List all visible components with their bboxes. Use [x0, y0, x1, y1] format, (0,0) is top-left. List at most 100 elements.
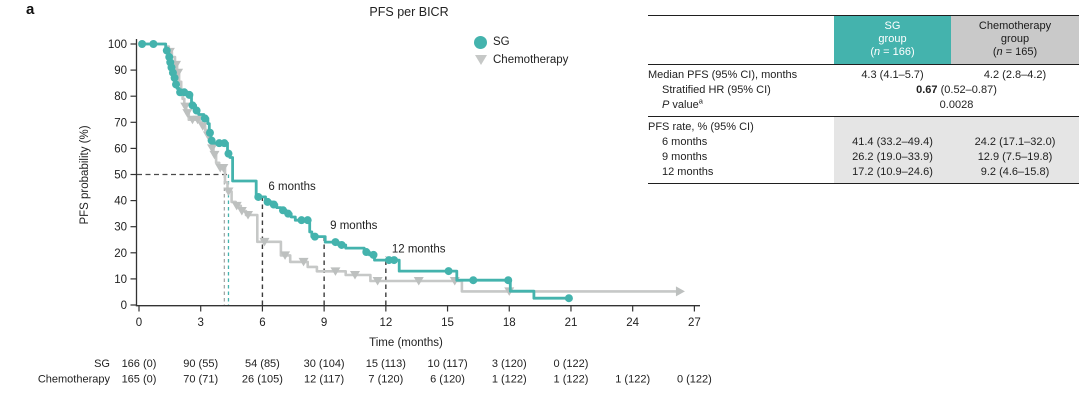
svg-text:70: 70 — [114, 117, 127, 129]
rate-9mo-chemo-value: 12.9 (7.5–19.8) — [977, 151, 1053, 163]
svg-text:54 (85): 54 (85) — [245, 358, 280, 370]
panel-label: a — [26, 1, 35, 18]
header-empty-cell — [648, 16, 834, 64]
svg-text:PFS probability (%): PFS probability (%) — [79, 125, 91, 224]
svg-text:90 (55): 90 (55) — [183, 358, 218, 370]
svg-text:0: 0 — [121, 300, 127, 312]
reference-lines — [137, 173, 230, 305]
svg-text:21: 21 — [565, 317, 578, 329]
svg-text:6 months: 6 months — [268, 181, 316, 193]
svg-text:Chemotherapy: Chemotherapy — [38, 374, 111, 386]
svg-text:12 (117): 12 (117) — [304, 374, 344, 386]
legend: SG Chemotherapy — [473, 33, 568, 69]
sg-circle-marker-icon — [473, 35, 488, 50]
axes: 0 3 6 9 12 15 18 21 24 27 0 10 20 30 40 50 60 70 80 90 100 — [108, 39, 701, 329]
svg-text:9: 9 — [321, 317, 327, 329]
pfs-rate-label: PFS rate, % (95% CI) — [648, 121, 754, 133]
svg-text:165 (0): 165 (0) — [122, 374, 157, 386]
sg-header-n: (n = 166) — [870, 46, 915, 58]
sg-header-line2: group — [878, 33, 907, 45]
svg-text:100: 100 — [108, 39, 127, 51]
sg-censor-marks — [138, 40, 573, 303]
svg-text:SG: SG — [94, 358, 110, 370]
sg-column-header: SG group (n = 166) — [834, 16, 951, 64]
median-section: Median PFS (95% CI), months 4.3 (4.1–5.7… — [648, 65, 1079, 116]
table-top-rule — [648, 15, 1079, 16]
results-table: SG group (n = 166) Chemotherapy group (n… — [648, 15, 1079, 184]
milestone-annotations: 6 months 9 months 12 months — [261, 181, 446, 305]
y-axis-label: PFS probability (%) — [79, 125, 91, 224]
p-value: 0.0028 — [939, 99, 974, 111]
sg-header-line1: SG — [884, 20, 901, 32]
svg-text:1 (122): 1 (122) — [492, 374, 527, 386]
svg-text:15 (113): 15 (113) — [366, 358, 406, 370]
median-pfs-chemo-value: 4.2 (2.8–4.2) — [983, 69, 1047, 81]
svg-text:24: 24 — [626, 317, 639, 329]
pfs-rate-shaded-spacer — [834, 120, 1079, 135]
svg-text:40: 40 — [114, 196, 127, 208]
table-header-row: SG group (n = 166) Chemotherapy group (n… — [648, 16, 1079, 64]
svg-text:30: 30 — [114, 222, 127, 234]
svg-text:0: 0 — [136, 317, 142, 329]
svg-text:Time (months): Time (months) — [369, 337, 443, 349]
svg-text:0 (122): 0 (122) — [677, 374, 712, 386]
rate-6mo-sg-value: 41.4 (33.2–49.4) — [852, 136, 933, 148]
median-pfs-sg-value: 4.3 (4.1–5.7) — [861, 69, 924, 81]
svg-text:20: 20 — [114, 248, 127, 260]
legend-label-sg: SG — [493, 36, 510, 48]
svg-text:6 (120): 6 (120) — [430, 374, 465, 386]
rate-9mo-sg-value: 26.2 (19.0–33.9) — [852, 151, 933, 163]
chemo-header-line1: Chemotherapy — [978, 20, 1052, 32]
svg-text:27: 27 — [688, 317, 701, 329]
svg-text:6: 6 — [259, 317, 265, 329]
svg-text:90: 90 — [114, 65, 127, 77]
svg-text:3 (120): 3 (120) — [492, 358, 527, 370]
svg-text:70 (71): 70 (71) — [183, 374, 218, 386]
svg-text:166 (0): 166 (0) — [122, 358, 157, 370]
svg-text:15: 15 — [441, 317, 454, 329]
svg-text:26 (105): 26 (105) — [242, 374, 283, 386]
svg-text:9 months: 9 months — [330, 220, 378, 232]
chart-title: PFS per BICR — [369, 5, 449, 19]
chemotherapy-end-arrow-icon — [675, 286, 685, 297]
legend-item-chemotherapy: Chemotherapy — [473, 51, 568, 69]
svg-text:1 (122): 1 (122) — [615, 374, 650, 386]
svg-text:50: 50 — [114, 170, 127, 182]
p-value-label: P valuea — [662, 96, 703, 111]
svg-text:12: 12 — [379, 317, 392, 329]
median-pfs-label: Median PFS (95% CI), months — [648, 69, 798, 81]
svg-text:18: 18 — [503, 317, 516, 329]
svg-text:10: 10 — [114, 274, 127, 286]
table-section-rule — [648, 116, 1079, 117]
chemotherapy-column-header: Chemotherapy group (n = 165) — [951, 16, 1079, 64]
rate-6mo-chemo-value: 24.2 (17.1–32.0) — [974, 136, 1056, 148]
number-at-risk-table: SG 166 (0) 90 (55) 54 (85) 30 (104) 15 (113) 1… — [38, 358, 712, 386]
legend-item-sg: SG — [473, 33, 568, 51]
rate-6mo-label: 6 months — [662, 136, 708, 148]
sg-curve — [139, 42, 570, 300]
chemo-header-line2: group — [1000, 33, 1030, 45]
chemotherapy-triangle-marker-icon — [473, 53, 488, 68]
svg-text:7 (120): 7 (120) — [368, 374, 403, 386]
rate-12mo-sg-value: 17.2 (10.9–24.6) — [852, 166, 933, 178]
pfs-rate-section: PFS rate, % (95% CI) 6 months 41.4 (33.2… — [648, 117, 1079, 183]
svg-text:3: 3 — [198, 317, 204, 329]
table-bottom-rule — [648, 183, 1079, 184]
svg-text:30 (104): 30 (104) — [304, 358, 345, 370]
svg-text:12 months: 12 months — [392, 244, 446, 256]
chemotherapy-censor-marks — [164, 47, 515, 296]
chemo-header-n: (n = 165) — [992, 46, 1038, 58]
svg-text:1 (122): 1 (122) — [554, 374, 589, 386]
legend-label-chemotherapy: Chemotherapy — [493, 54, 569, 66]
svg-text:80: 80 — [114, 91, 127, 103]
svg-text:60: 60 — [114, 143, 127, 155]
x-axis-label: Time (months) — [369, 337, 443, 349]
svg-text:10 (117): 10 (117) — [427, 358, 467, 370]
rate-12mo-label: 12 months — [662, 166, 714, 178]
table-header-rule — [648, 64, 1079, 65]
stratified-hr-value: 0.67 (0.52–0.87) — [916, 84, 997, 96]
svg-text:0 (122): 0 (122) — [554, 358, 589, 370]
rate-9mo-label: 9 months — [662, 151, 708, 163]
